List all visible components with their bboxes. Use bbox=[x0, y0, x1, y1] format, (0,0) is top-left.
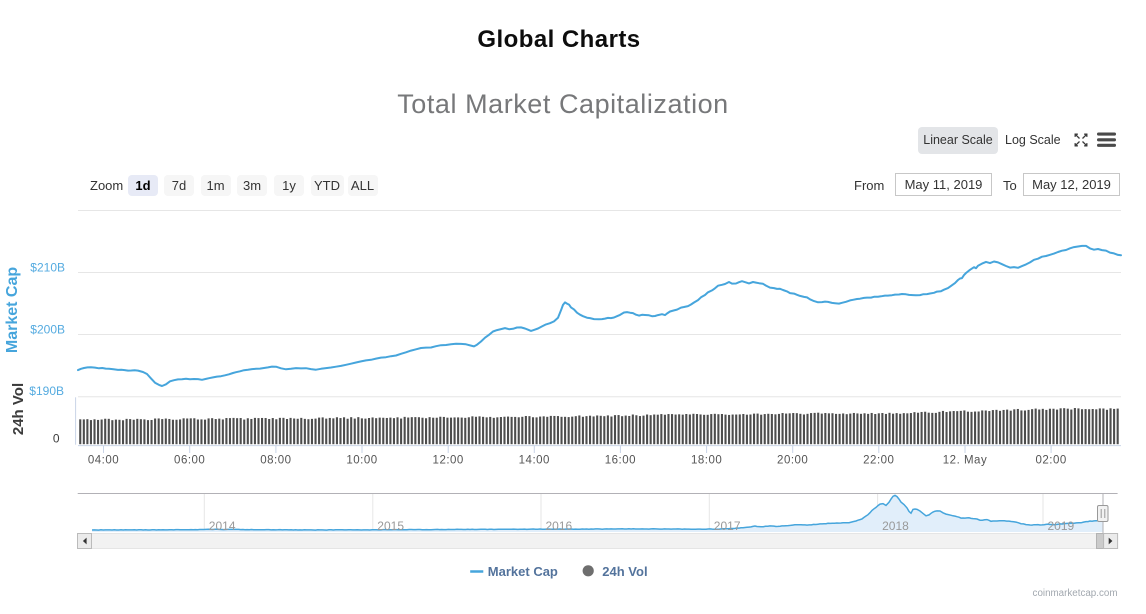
svg-text:20:00: 20:00 bbox=[777, 455, 808, 467]
svg-text:14:00: 14:00 bbox=[519, 455, 550, 467]
svg-text:$200B: $200B bbox=[30, 323, 65, 337]
svg-text:24h Vol: 24h Vol bbox=[10, 383, 27, 435]
svg-text:22:00: 22:00 bbox=[863, 455, 894, 467]
svg-text:coinmarketcap.com: coinmarketcap.com bbox=[1033, 588, 1118, 599]
svg-text:24h Vol: 24h Vol bbox=[602, 564, 647, 579]
svg-text:2017: 2017 bbox=[714, 519, 741, 533]
svg-text:04:00: 04:00 bbox=[88, 455, 119, 467]
svg-text:$190B: $190B bbox=[29, 384, 64, 398]
svg-text:10:00: 10:00 bbox=[346, 455, 377, 467]
svg-text:2016: 2016 bbox=[546, 519, 573, 533]
svg-text:0: 0 bbox=[53, 431, 60, 445]
svg-text:Market Cap: Market Cap bbox=[4, 267, 21, 353]
svg-text:2018: 2018 bbox=[882, 519, 909, 533]
svg-text:2019: 2019 bbox=[1048, 519, 1075, 533]
svg-text:12. May: 12. May bbox=[943, 455, 987, 467]
svg-text:12:00: 12:00 bbox=[433, 455, 464, 467]
svg-text:18:00: 18:00 bbox=[691, 455, 722, 467]
svg-text:2015: 2015 bbox=[377, 519, 404, 533]
svg-text:2014: 2014 bbox=[209, 519, 236, 533]
svg-text:06:00: 06:00 bbox=[174, 455, 205, 467]
svg-text:02:00: 02:00 bbox=[1035, 455, 1066, 467]
svg-text:Market Cap: Market Cap bbox=[488, 564, 558, 579]
svg-text:16:00: 16:00 bbox=[605, 455, 636, 467]
svg-text:$210B: $210B bbox=[30, 260, 65, 274]
svg-text:08:00: 08:00 bbox=[260, 455, 291, 467]
